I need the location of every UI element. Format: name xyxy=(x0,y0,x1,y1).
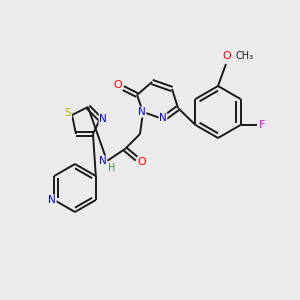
Text: N: N xyxy=(99,156,107,166)
Text: N: N xyxy=(138,107,146,117)
Text: F: F xyxy=(259,120,266,130)
Text: O: O xyxy=(223,51,231,61)
Text: N: N xyxy=(159,113,167,123)
Text: O: O xyxy=(114,80,122,90)
Text: N: N xyxy=(48,195,56,205)
Text: CH₃: CH₃ xyxy=(236,51,254,61)
Text: H: H xyxy=(108,163,116,173)
Text: S: S xyxy=(64,108,72,118)
Text: O: O xyxy=(138,157,146,167)
Text: N: N xyxy=(99,114,107,124)
